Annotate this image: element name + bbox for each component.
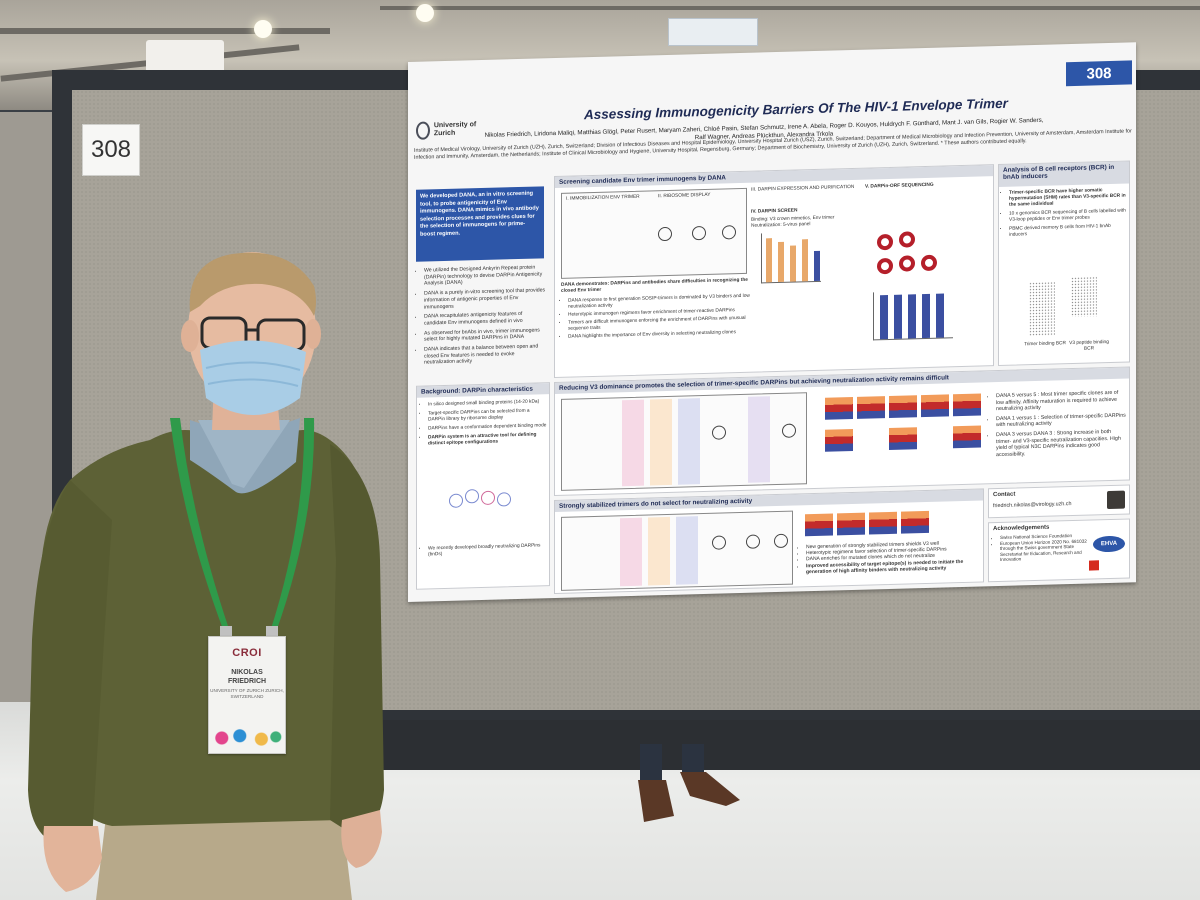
background-person-legs [638, 744, 740, 822]
badge-affiliation: UNIVERSITY OF ZURICH ZURICH, SWITZERLAND [210, 688, 284, 699]
ceiling-light [416, 4, 434, 22]
board-number-card: 308 [82, 124, 140, 176]
ceiling-beam [0, 28, 330, 34]
board-base-shadow [380, 718, 1200, 770]
badge-last-name: FRIEDRICH [227, 677, 267, 685]
badge-artwork [211, 727, 283, 749]
name-badge: CROI NIKOLAS FRIEDRICH UNIVERSITY OF ZUR… [208, 636, 286, 754]
badge-first-name: NIKOLAS [231, 669, 263, 676]
ceiling-beam [380, 6, 1200, 10]
distant-sign [668, 18, 758, 46]
ceiling-light [254, 20, 272, 38]
conference-logo: CROI [232, 647, 262, 659]
